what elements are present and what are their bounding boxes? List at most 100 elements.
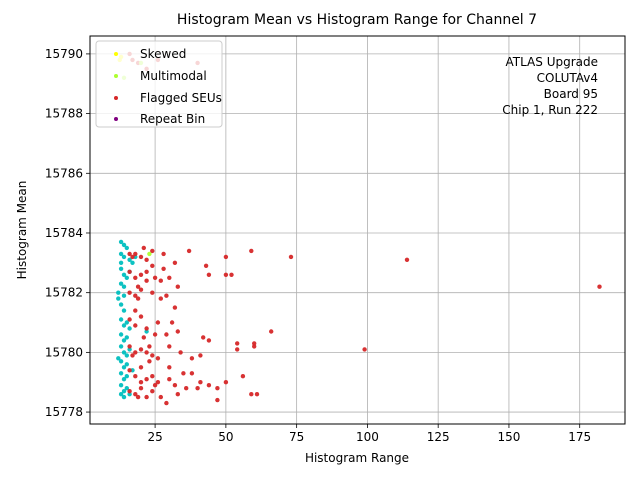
point-flagged-seus [127, 389, 132, 394]
point-flagged-seus [127, 251, 132, 257]
point-flagged-seus [404, 257, 410, 262]
point-flagged-seus [138, 347, 144, 352]
point-flagged-seus [138, 380, 144, 385]
point-baseline [121, 284, 127, 289]
point-baseline [118, 392, 124, 397]
point-flagged-seus [178, 350, 183, 355]
legend-label-skewed: Skewed [140, 47, 186, 61]
point-flagged-seus [155, 320, 161, 325]
x-axis-label: Histogram Range [305, 451, 409, 465]
point-flagged-seus [133, 350, 138, 355]
point-baseline [121, 394, 127, 400]
annotation-line-4: Chip 1, Run 222 [502, 103, 598, 117]
point-flagged-seus [206, 272, 212, 277]
point-flagged-seus [144, 257, 149, 262]
legend: Skewed Multimodal Flagged SEUs Repeat Bi… [95, 40, 223, 128]
point-baseline [124, 245, 129, 251]
legend-marker-flagged-seus [114, 96, 118, 100]
point-baseline [118, 260, 124, 265]
point-baseline [116, 356, 121, 361]
x-tick-label: 150 [497, 430, 520, 444]
point-flagged-seus [175, 392, 180, 397]
point-baseline [116, 296, 121, 301]
legend-label-multimodal: Multimodal [140, 69, 207, 83]
point-flagged-seus [161, 251, 166, 257]
point-flagged-seus [150, 374, 155, 379]
point-flagged-seus [164, 400, 169, 406]
point-baseline [118, 239, 124, 245]
point-flagged-seus [203, 263, 209, 268]
point-baseline [118, 332, 124, 337]
point-flagged-seus [249, 248, 254, 254]
legend-box [95, 40, 223, 128]
y-tick-label: 15784 [45, 226, 83, 240]
x-tick-label: 125 [427, 430, 450, 444]
point-flagged-seus [141, 245, 146, 251]
point-flagged-seus [133, 275, 138, 280]
point-flagged-seus [127, 269, 132, 274]
point-flagged-seus [133, 323, 138, 328]
point-flagged-seus [172, 383, 178, 388]
point-baseline [124, 362, 129, 367]
point-flagged-seus [147, 359, 152, 364]
point-baseline [121, 272, 127, 277]
point-baseline [121, 338, 127, 343]
point-flagged-seus [144, 394, 149, 400]
point-flagged-seus [172, 260, 178, 265]
point-baseline [124, 320, 129, 325]
point-baseline [118, 302, 124, 307]
grid [90, 36, 625, 424]
point-flagged-seus [150, 248, 155, 254]
point-flagged-seus [138, 314, 144, 319]
point-flagged-seus [223, 254, 229, 260]
y-tick-label: 15778 [45, 405, 83, 419]
point-flagged-seus [240, 374, 246, 379]
point-flagged-seus [130, 254, 135, 260]
annotation-line-3: Board 95 [544, 87, 598, 101]
x-tick-label: 50 [218, 430, 233, 444]
point-flagged-seus [144, 278, 149, 283]
point-baseline [121, 254, 127, 260]
legend-marker-skewed [114, 52, 118, 56]
x-tick-label: 75 [289, 430, 304, 444]
point-flagged-seus [133, 251, 138, 257]
point-flagged-seus [167, 344, 172, 349]
point-baseline [118, 383, 124, 388]
point-flagged-seus [133, 374, 138, 379]
x-tick-label: 175 [568, 430, 591, 444]
point-flagged-seus [206, 383, 212, 388]
point-baseline [130, 260, 135, 265]
point-flagged-seus [235, 347, 240, 352]
point-flagged-seus [135, 394, 141, 400]
point-baseline [118, 266, 124, 271]
point-flagged-seus [127, 344, 132, 349]
legend-label-flagged-seus: Flagged SEUs [140, 91, 222, 105]
point-baseline [127, 257, 132, 262]
point-flagged-seus [138, 272, 144, 277]
point-flagged-seus [184, 386, 189, 391]
annotation-line-2: COLUTAv4 [537, 71, 598, 85]
point-flagged-seus [150, 353, 155, 358]
point-flagged-seus [198, 380, 203, 385]
point-flagged-seus [189, 371, 195, 376]
point-baseline [121, 293, 127, 298]
point-flagged-seus [288, 254, 294, 260]
point-flagged-seus [195, 386, 200, 391]
point-flagged-seus [147, 344, 152, 349]
point-baseline [124, 335, 129, 340]
point-flagged-seus [144, 377, 149, 382]
point-flagged-seus [252, 341, 257, 346]
point-baseline [121, 242, 127, 248]
point-flagged-seus [215, 386, 220, 391]
point-flagged-seus [164, 293, 169, 298]
point-flagged-seus [144, 269, 149, 274]
point-flagged-seus [215, 397, 220, 403]
point-flagged-seus [152, 275, 158, 280]
point-flagged-seus [161, 266, 166, 271]
point-flagged-seus [133, 308, 138, 313]
point-flagged-seus [138, 386, 144, 391]
point-flagged-seus [155, 356, 161, 361]
point-baseline [118, 317, 124, 322]
point-flagged-seus [150, 389, 155, 394]
point-baseline [127, 326, 132, 331]
